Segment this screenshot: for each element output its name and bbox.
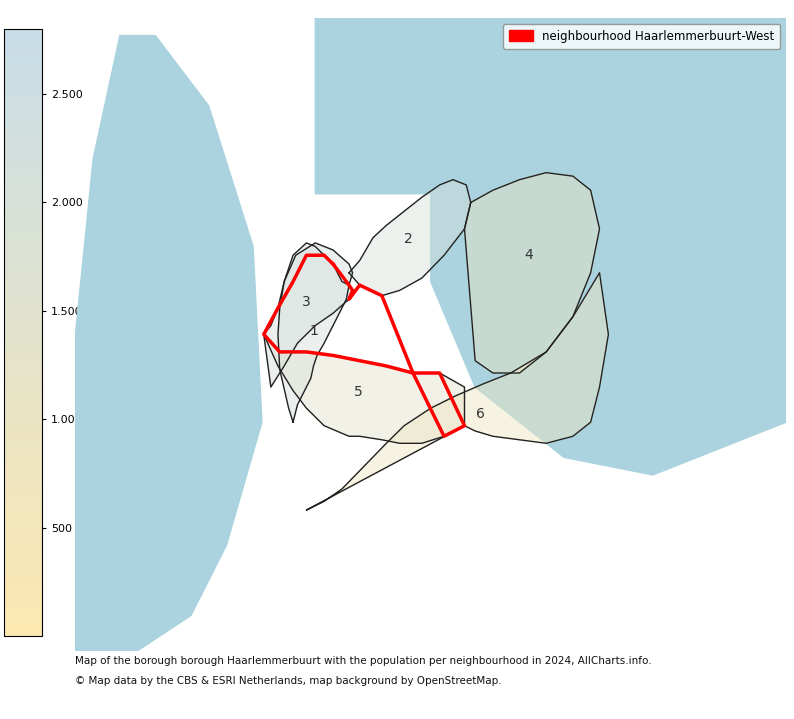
Polygon shape bbox=[264, 334, 464, 444]
Polygon shape bbox=[315, 18, 564, 193]
Text: © Map data by the CBS & ESRI Netherlands, map background by OpenStreetMap.: © Map data by the CBS & ESRI Netherlands… bbox=[75, 676, 502, 686]
Polygon shape bbox=[464, 173, 599, 373]
Text: 2: 2 bbox=[404, 232, 413, 246]
Text: Map of the borough borough Haarlemmerbuurt with the population per neighbourhood: Map of the borough borough Haarlemmerbuu… bbox=[75, 656, 652, 666]
Polygon shape bbox=[278, 243, 353, 422]
Legend: neighbourhood Haarlemmerbuurt-West: neighbourhood Haarlemmerbuurt-West bbox=[503, 24, 781, 49]
Polygon shape bbox=[75, 35, 262, 651]
Polygon shape bbox=[430, 18, 786, 475]
Text: 6: 6 bbox=[476, 407, 485, 421]
Polygon shape bbox=[306, 273, 608, 510]
Polygon shape bbox=[264, 243, 353, 387]
Text: 3: 3 bbox=[303, 295, 311, 309]
Text: 4: 4 bbox=[524, 247, 533, 262]
Polygon shape bbox=[349, 180, 471, 296]
Text: 1: 1 bbox=[309, 324, 318, 339]
Text: 5: 5 bbox=[354, 385, 363, 399]
